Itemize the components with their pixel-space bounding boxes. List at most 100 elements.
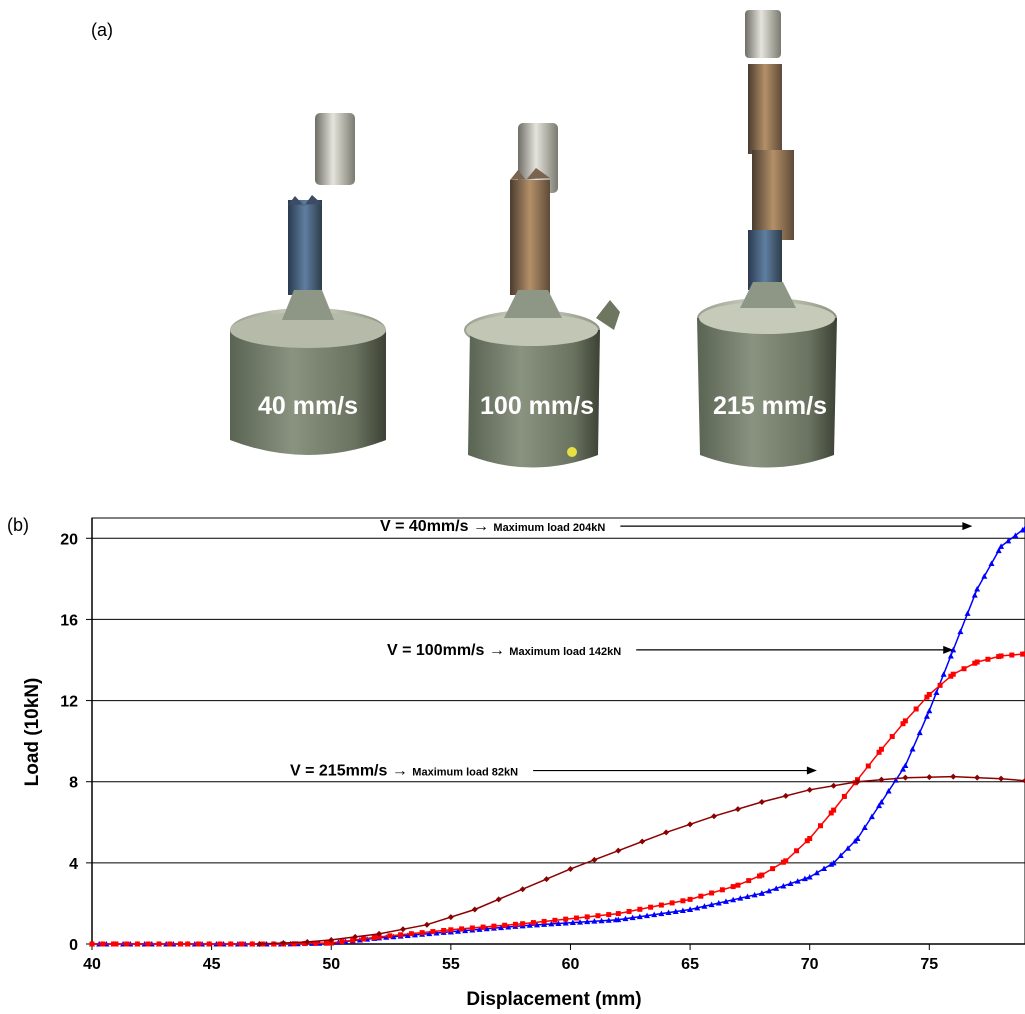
- data-point-1: [498, 924, 505, 931]
- data-point-3: [878, 776, 885, 783]
- data-point-3: [711, 813, 717, 820]
- data-point-2: [89, 941, 95, 947]
- data-point-1: [462, 927, 469, 934]
- data-point-2: [217, 941, 223, 947]
- data-point-2: [350, 937, 356, 943]
- data-point-3: [974, 774, 981, 781]
- data-point-1: [876, 802, 883, 809]
- data-point-2: [709, 890, 715, 896]
- specimen-3-label: 215 mm/s: [713, 392, 827, 420]
- data-point-2: [156, 941, 162, 947]
- plot-frame: [91, 517, 1025, 945]
- data-point-1: [1005, 537, 1012, 544]
- data-point-2: [746, 878, 752, 884]
- x-axis-label: Displacement (mm): [466, 989, 641, 1010]
- data-point-2: [430, 929, 436, 935]
- specimen-2-label: 100 mm/s: [480, 392, 594, 420]
- data-point-2: [900, 721, 906, 727]
- data-point-1: [964, 610, 971, 616]
- x-tick-label: 55: [442, 956, 460, 973]
- data-point-2: [831, 807, 837, 813]
- data-point-1: [426, 930, 433, 937]
- data-point-1: [854, 835, 861, 842]
- y-axis: 0 4 8 12 16 20: [60, 518, 93, 954]
- annotation-arrow: →: [473, 518, 493, 535]
- data-point-1: [806, 874, 813, 880]
- data-point-1: [868, 813, 875, 820]
- data-point-3: [304, 938, 311, 945]
- data-point-1: [730, 896, 737, 903]
- data-point-1: [801, 875, 808, 882]
- data-point-3: [495, 896, 502, 903]
- data-point-1: [766, 887, 773, 894]
- data-point-3: [950, 773, 957, 780]
- x-tick-label: 45: [203, 956, 221, 973]
- annotation-1: V = 40mm/s → Maximum load 204kN: [380, 518, 605, 535]
- data-point-1: [794, 878, 801, 884]
- data-point-3: [567, 865, 574, 872]
- chart-grid: [92, 537, 1025, 864]
- specimen-3: 215 mm/s: [697, 10, 837, 468]
- data-point-2: [680, 898, 686, 904]
- data-point-2: [950, 671, 956, 677]
- data-point-1: [548, 920, 555, 927]
- data-point-2: [876, 749, 882, 755]
- data-point-3: [471, 906, 478, 913]
- data-point-2: [313, 940, 319, 946]
- annotation-max-load: Maximum load 142kN: [509, 646, 621, 658]
- data-point-1: [933, 689, 940, 695]
- data-point-2: [807, 836, 813, 842]
- data-point-3: [543, 876, 550, 883]
- data-point-3: [687, 821, 694, 828]
- data-point-1: [892, 777, 899, 783]
- data-point-2: [878, 746, 884, 752]
- data-point-1: [715, 900, 722, 906]
- x-tick-label: 65: [681, 956, 699, 973]
- data-point-3: [519, 886, 526, 893]
- specimen-1: 40 mm/s: [230, 113, 386, 455]
- series-line-2: [92, 653, 1025, 945]
- data-point-1: [577, 919, 584, 925]
- data-point-2: [195, 941, 201, 947]
- data-point-1: [687, 906, 694, 913]
- annotation-arrow: →: [489, 642, 509, 659]
- data-point-2: [615, 911, 621, 917]
- data-point-2: [124, 941, 130, 947]
- data-point-1: [562, 920, 569, 926]
- y-tick-label: 12: [60, 694, 78, 711]
- data-point-2: [441, 928, 447, 934]
- data-point-1: [591, 918, 598, 924]
- panel-b-label: (b): [7, 515, 29, 535]
- data-point-1: [1012, 532, 1019, 538]
- data-point-2: [828, 810, 834, 816]
- data-point-1: [584, 918, 591, 925]
- data-point-1: [828, 861, 835, 867]
- annotation-arrow: →: [392, 763, 412, 780]
- data-point-2: [1022, 651, 1025, 657]
- data-point-3: [376, 930, 383, 937]
- data-point-2: [584, 914, 590, 920]
- data-point-1: [957, 628, 964, 635]
- data-point-1: [861, 824, 868, 831]
- data-point-2: [889, 733, 895, 739]
- data-point-2: [469, 925, 475, 931]
- data-point-2: [817, 823, 823, 829]
- x-tick-label: 60: [562, 956, 580, 973]
- data-point-1: [909, 746, 916, 752]
- data-point-1: [455, 928, 462, 934]
- data-point-1: [837, 852, 844, 859]
- data-point-1: [541, 921, 548, 927]
- data-point-2: [669, 900, 675, 906]
- y-axis-label: Load (10kN): [22, 678, 43, 787]
- data-point-1: [821, 865, 828, 872]
- data-point-2: [100, 941, 106, 947]
- x-tick-label: 70: [801, 956, 819, 973]
- data-point-2: [974, 659, 980, 665]
- annotation-max-load: Maximum load 82kN: [412, 767, 518, 779]
- data-point-2: [687, 896, 693, 902]
- specimen-1-label: 40 mm/s: [258, 392, 358, 420]
- data-point-2: [408, 931, 414, 937]
- data-point-2: [387, 933, 393, 939]
- x-tick-label: 50: [322, 956, 340, 973]
- data-point-1: [1019, 526, 1025, 533]
